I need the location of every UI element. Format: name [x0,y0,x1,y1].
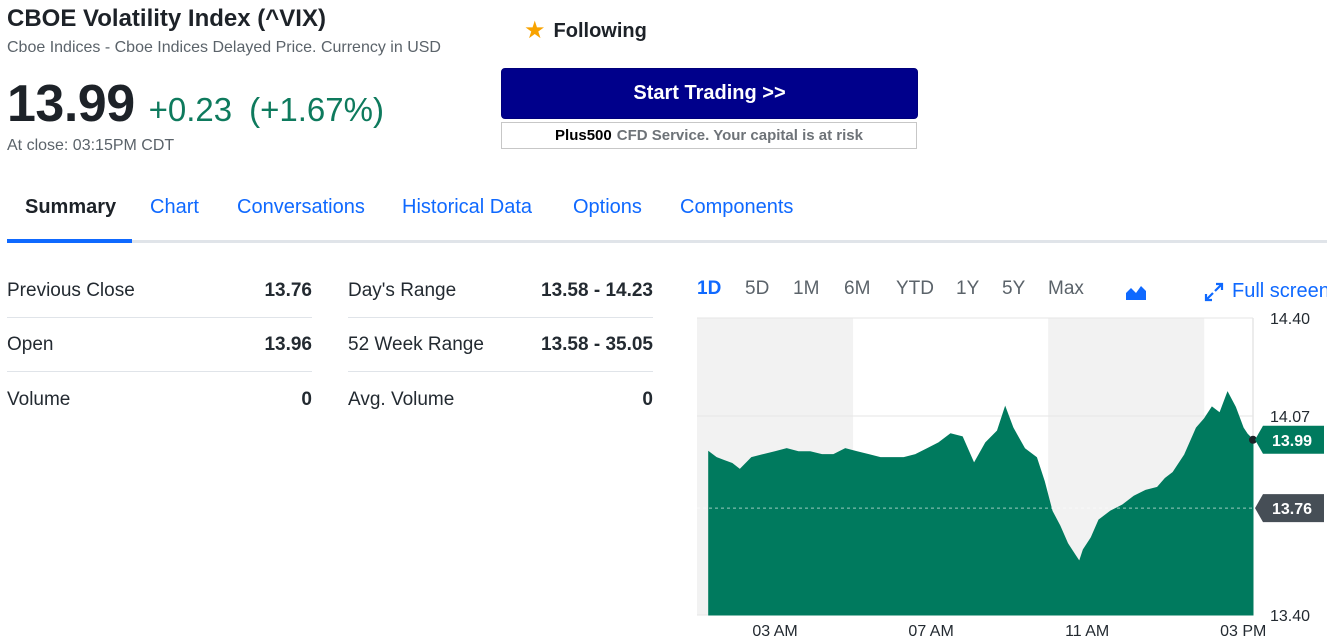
range-ytd[interactable]: YTD [896,278,934,299]
stat-label: Open [7,333,54,355]
tab-conversations[interactable]: Conversations [237,196,365,218]
stat-row-days-range: Day's Range 13.58 - 14.23 [348,264,653,318]
active-tab-indicator [7,239,132,243]
stat-value: 0 [301,389,312,410]
quote-subtitle: Cboe Indices - Cboe Indices Delayed Pric… [7,39,441,56]
previous-close-badge-text: 13.76 [1272,501,1312,518]
stat-label: Avg. Volume [348,389,455,410]
stat-label: Previous Close [7,279,135,301]
range-max[interactable]: Max [1048,278,1084,299]
stat-label: Volume [7,389,71,410]
full-screen-button[interactable]: Full screen [1204,280,1327,303]
expand-icon [1204,282,1224,301]
x-tick-label: 03 AM [752,623,797,640]
stat-value: 13.96 [264,333,312,355]
stat-row-avg-volume: Avg. Volume 0 [348,373,653,427]
range-5d[interactable]: 5D [745,278,770,299]
x-tick-label: 07 AM [908,623,953,640]
stat-value: 13.76 [264,279,312,301]
start-trading-button[interactable]: Start Trading >> [501,68,918,119]
current-price-badge: 13.99 [1255,425,1324,454]
stat-row-volume: Volume 0 [7,373,312,427]
following-button[interactable]: ★ Following [524,19,647,43]
price-change-percent: (+1.67%) [249,91,384,128]
y-tick-label: 14.40 [1270,311,1310,328]
x-tick-label: 11 AM [1065,623,1109,640]
last-price-dot [1249,435,1257,444]
stat-label: Day's Range [348,279,457,301]
current-price: 13.99 [7,75,135,133]
disclaimer-text: CFD Service. Your capital is at risk [616,127,863,144]
y-tick-label: 13.40 [1270,608,1310,625]
stat-row-previous-close: Previous Close 13.76 [7,264,312,318]
tab-summary[interactable]: Summary [25,196,117,218]
full-screen-label: Full screen [1232,280,1327,302]
stat-row-open: Open 13.96 [7,318,312,372]
star-icon: ★ [524,17,546,44]
x-tick-label: 03 PM [1220,623,1266,640]
market-close-time: At close: 03:15PM CDT [7,137,175,154]
disclaimer-brand: Plus500 [555,127,612,144]
area-chart-icon[interactable] [1125,283,1147,301]
range-1y[interactable]: 1Y [956,278,980,299]
quote-tabs: Summary Chart Conversations Historical D… [7,180,1327,244]
price-area [708,391,1254,616]
range-5y[interactable]: 5Y [1002,278,1026,299]
y-tick-label: 14.07 [1270,409,1310,426]
range-6m[interactable]: 6M [844,278,871,299]
tab-chart[interactable]: Chart [150,196,199,218]
stat-value: 13.58 - 35.05 [541,333,653,355]
stat-row-52-week-range: 52 Week Range 13.58 - 35.05 [348,318,653,372]
previous-close-badge-shape [1255,494,1324,523]
tab-historical-data[interactable]: Historical Data [402,196,533,218]
current-price-badge-text: 13.99 [1272,433,1312,450]
current-price-badge-shape [1255,425,1324,454]
stat-value: 0 [642,389,653,410]
previous-close-badge: 13.76 [1255,494,1324,523]
page-title: CBOE Volatility Index (^VIX) [7,5,326,32]
stat-label: 52 Week Range [348,333,484,355]
tab-components[interactable]: Components [680,196,794,218]
tabs-divider [7,240,1327,243]
price-change: +0.23 [148,91,233,128]
following-label: Following [553,19,647,42]
range-1d[interactable]: 1D [697,278,722,299]
cfd-disclaimer: Plus500 CFD Service. Your capital is at … [501,122,917,149]
price-row: 13.99 +0.23 (+1.67%) [7,74,384,134]
range-1m[interactable]: 1M [793,278,820,299]
stat-value: 13.58 - 14.23 [541,279,653,301]
tab-options[interactable]: Options [573,196,642,218]
